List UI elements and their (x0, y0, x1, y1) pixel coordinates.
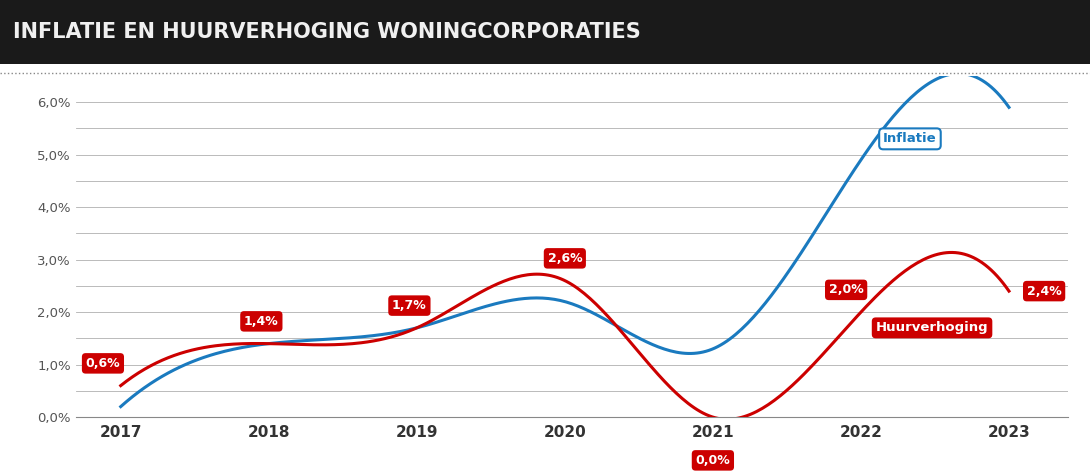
Text: 0,6%: 0,6% (86, 357, 120, 370)
Text: 2,4%: 2,4% (1027, 284, 1062, 298)
Text: 1,7%: 1,7% (392, 299, 427, 312)
Text: INFLATIE EN HUURVERHOGING WONINGCORPORATIES: INFLATIE EN HUURVERHOGING WONINGCORPORAT… (13, 22, 641, 42)
Text: 2,6%: 2,6% (547, 252, 582, 265)
Text: 2,0%: 2,0% (828, 283, 863, 296)
Text: 0,0%: 0,0% (695, 454, 730, 467)
Text: Inflatie: Inflatie (883, 132, 936, 146)
Text: 1,4%: 1,4% (244, 315, 279, 328)
Text: Huurverhoging: Huurverhoging (875, 321, 989, 334)
